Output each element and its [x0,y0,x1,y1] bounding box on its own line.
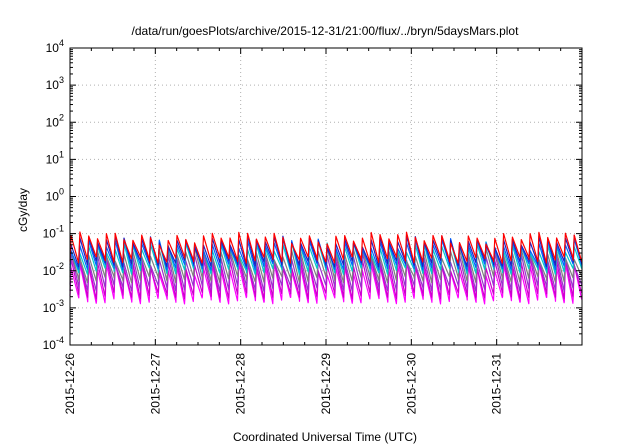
y-tick-label: 10-3 [43,298,64,315]
x-tick-label: 2015-12-26 [63,353,77,415]
series-line [69,252,583,292]
y-tick-label: 104 [46,38,64,55]
x-tick-label: 2015-12-28 [234,353,248,415]
y-tick-label: 10-1 [43,224,64,241]
x-tick-label: 2015-12-29 [319,353,333,415]
y-tick-label: 100 [46,187,64,204]
x-tick-label: 2015-12-31 [490,353,504,415]
y-axis-label: cGy/day [16,188,30,232]
y-tick-label: 102 [46,112,64,129]
y-tick-label: 103 [46,75,64,92]
y-tick-label: 10-2 [43,261,64,278]
x-tick-label: 2015-12-30 [404,353,418,415]
y-tick-label: 10-4 [43,335,64,352]
chart-title: /data/run/goesPlots/archive/2015-12-31/2… [132,24,520,38]
y-tick-label: 101 [46,149,64,166]
x-tick-label: 2015-12-27 [148,353,162,415]
series-line [69,247,583,284]
series-line [69,231,583,264]
x-axis-label: Coordinated Universal Time (UTC) [233,430,417,444]
